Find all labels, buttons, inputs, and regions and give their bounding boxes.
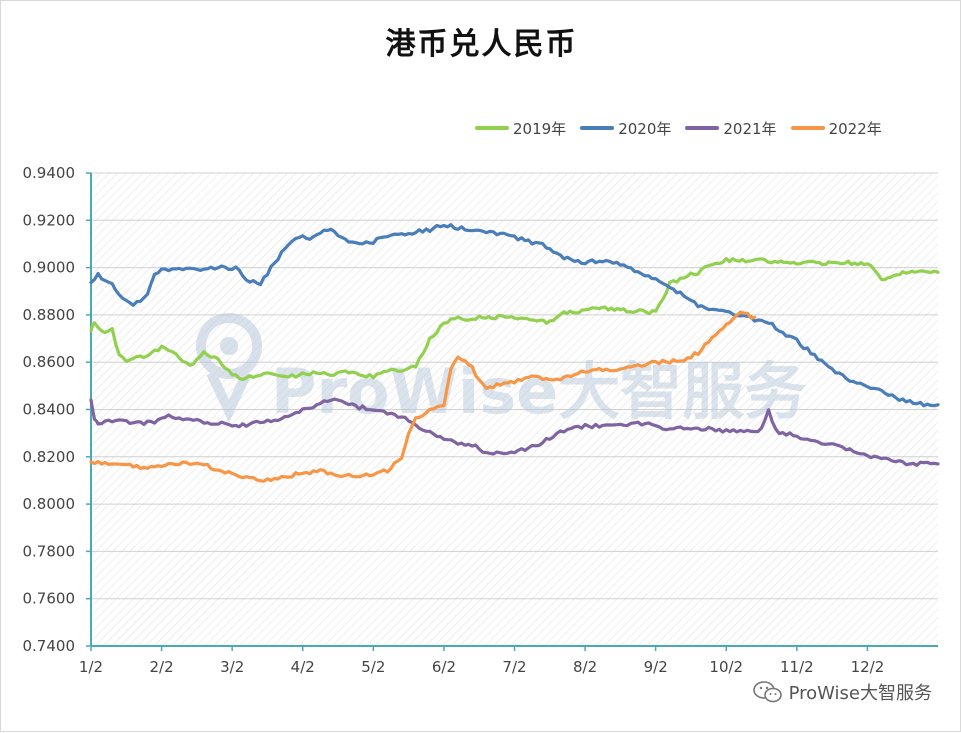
x-tick-label: 7/2	[502, 658, 526, 676]
y-tick-label: 0.8000	[23, 495, 76, 513]
x-tick-label: 5/2	[361, 658, 385, 676]
x-tick-label: 4/2	[291, 658, 315, 676]
x-tick-label: 9/2	[644, 658, 668, 676]
legend-label-2021: 2021年	[723, 119, 777, 138]
x-tick-label: 11/2	[780, 658, 814, 676]
y-tick-label: 0.9400	[23, 164, 76, 182]
legend-swatch-2020	[580, 126, 615, 130]
y-tick-label: 0.9200	[23, 211, 76, 229]
legend-swatch-2019	[475, 126, 509, 130]
legend-item-2022: 2022年	[790, 118, 882, 139]
legend-swatch-2022	[790, 126, 825, 130]
y-tick-label: 0.9000	[23, 259, 76, 277]
legend-item-2020: 2020年	[580, 118, 671, 139]
legend-label-2022: 2022年	[828, 119, 882, 138]
legend-swatch-2021	[685, 126, 720, 130]
watermark-text: ProWise大智服务	[271, 355, 806, 428]
y-tick-label: 0.8800	[23, 306, 76, 324]
y-tick-label: 0.7400	[23, 637, 76, 655]
y-tick-label: 0.7800	[23, 542, 76, 560]
series-line-2022年	[89, 310, 757, 483]
wechat-badge-text: ProWise大智服务	[788, 683, 932, 704]
series-line-2019年	[89, 257, 940, 382]
x-tick-label: 8/2	[573, 658, 597, 676]
axes	[86, 172, 938, 651]
wechat-icon	[752, 681, 782, 703]
y-tick-label: 0.8600	[23, 353, 76, 371]
chart-title: 港币兑人民币	[385, 27, 578, 62]
chart-legend: 2019年 2020年 2021年 2022年	[475, 117, 882, 139]
series-line-2020年	[89, 223, 940, 408]
series-lines	[89, 223, 940, 483]
x-tick-label: 2/2	[150, 658, 174, 676]
legend-label-2019: 2019年	[513, 119, 567, 138]
watermark-logo-icon	[196, 313, 262, 423]
series-line-2021年	[89, 397, 940, 467]
watermark: ProWise大智服务	[196, 313, 806, 428]
y-tick-label: 0.7600	[23, 590, 76, 608]
legend-label-2020: 2020年	[618, 119, 672, 138]
x-tick-label: 3/2	[220, 658, 244, 676]
x-tick-label: 10/2	[709, 658, 743, 676]
x-tick-label: 1/2	[79, 658, 103, 676]
legend-item-2019: 2019年	[475, 118, 566, 139]
legend-item-2021: 2021年	[685, 118, 777, 139]
y-tick-label: 0.8200	[23, 448, 76, 466]
x-tick-label: 6/2	[432, 658, 456, 676]
y-tick-label: 0.8400	[23, 401, 76, 419]
wechat-badge: ProWise大智服务	[752, 679, 932, 705]
tick-labels: 0.9400 0.9200 0.9000 0.8800 0.8600 0.8400 0.82…	[23, 164, 885, 676]
x-tick-label: 12/2	[851, 658, 885, 676]
